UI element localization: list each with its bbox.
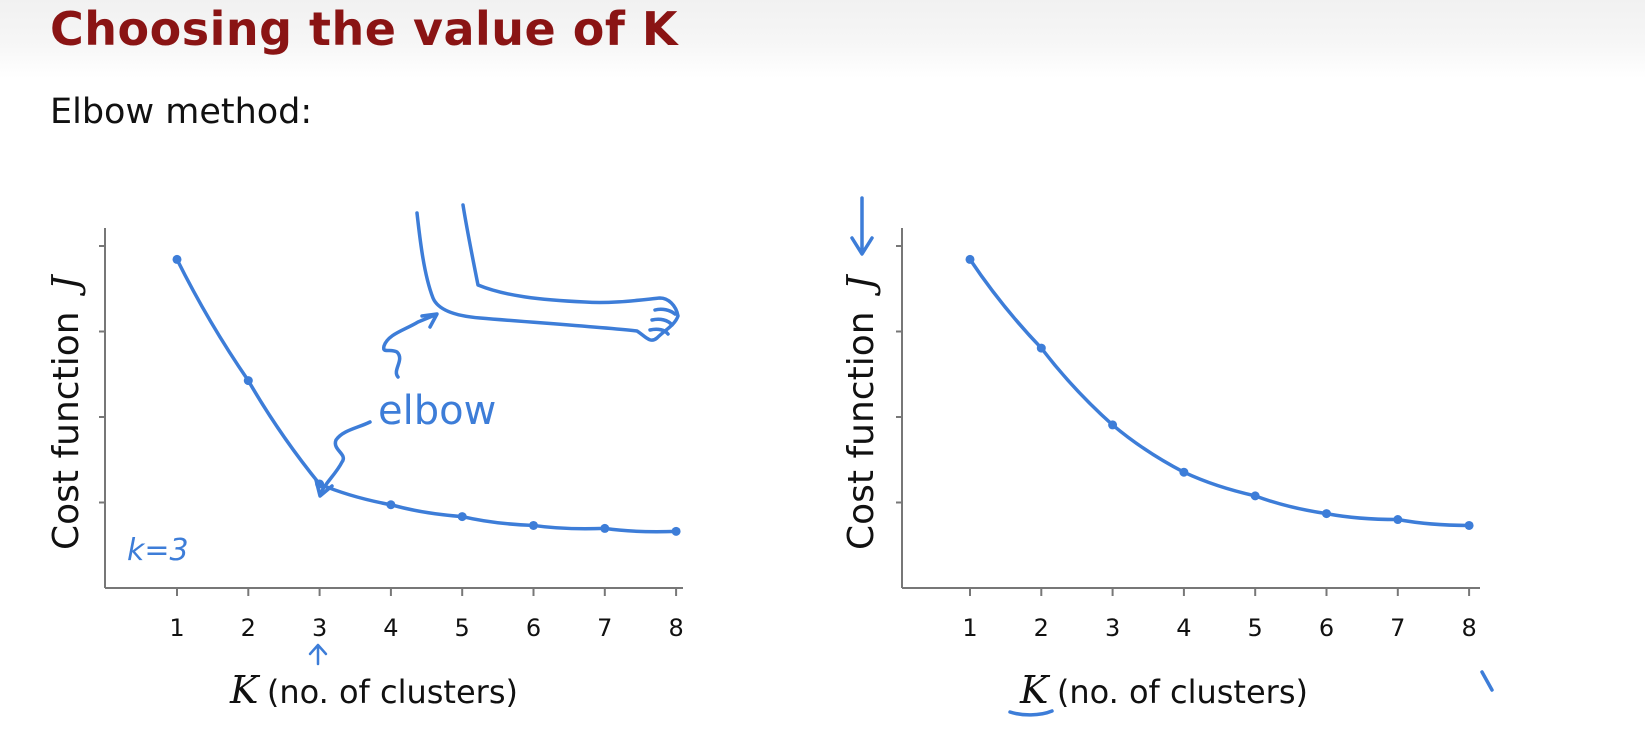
x-tick-label: 4 bbox=[383, 614, 398, 642]
x-tick-label: 3 bbox=[312, 614, 327, 642]
data-point bbox=[529, 520, 538, 530]
x-tick-label: 2 bbox=[241, 614, 256, 642]
x-tick-label: 8 bbox=[668, 614, 683, 642]
title-band bbox=[0, 0, 1645, 78]
elbow-pointer-arrow bbox=[314, 420, 372, 498]
data-point bbox=[172, 254, 182, 264]
tick-pointer-arrow bbox=[308, 643, 328, 666]
x-tick-label: 1 bbox=[169, 614, 184, 642]
slide-title: Choosing the value of K bbox=[50, 2, 679, 56]
data-point bbox=[671, 526, 681, 536]
data-point bbox=[457, 512, 467, 522]
data-point bbox=[243, 376, 253, 386]
data-point bbox=[386, 500, 396, 510]
arm-sketch bbox=[415, 203, 680, 342]
x-tick-label: 6 bbox=[526, 614, 541, 642]
slide-subtitle: Elbow method: bbox=[50, 92, 313, 132]
x-tick-label: 5 bbox=[455, 614, 470, 642]
x-axis-label: K (no. of clusters) bbox=[229, 668, 518, 712]
k-value-label: k=3 bbox=[127, 533, 189, 568]
y-axis-label: Cost function J bbox=[46, 273, 87, 550]
arm-pointer-arrow bbox=[381, 312, 439, 379]
data-point bbox=[600, 523, 610, 533]
x-tick-label: 7 bbox=[597, 614, 612, 642]
elbow-label: elbow bbox=[378, 388, 496, 434]
